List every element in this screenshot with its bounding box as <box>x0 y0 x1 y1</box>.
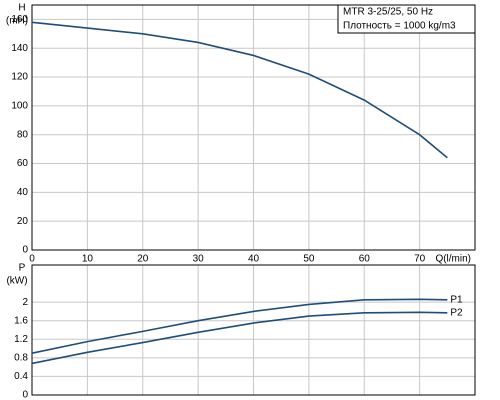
x-axis-label: Q(l/min) <box>435 254 471 265</box>
x-tick-label: 0 <box>29 254 35 265</box>
y-tick-label: 100 <box>11 101 28 112</box>
y-tick-label: 120 <box>11 72 28 83</box>
x-tick-label: 50 <box>303 254 315 265</box>
curve <box>31 21 448 159</box>
x-tick-label: 40 <box>248 254 260 265</box>
y-tick-label: 0 <box>22 390 28 400</box>
y-tick-label: 160 <box>11 14 28 25</box>
y-tick-label: 0.8 <box>14 352 28 363</box>
plot-frame <box>31 4 476 251</box>
y-axis-label: P <box>19 263 26 274</box>
x-tick-label: 70 <box>414 254 426 265</box>
y-tick-label: 140 <box>11 43 28 54</box>
annotation: Плотность = 1000 kg/m3 <box>343 21 456 32</box>
x-tick-label: 20 <box>137 254 149 265</box>
x-tick-label: 30 <box>193 254 205 265</box>
y-tick-label: 80 <box>17 129 29 140</box>
y-tick-label: 1.6 <box>14 315 28 326</box>
curve <box>31 311 448 365</box>
y-tick-label: 20 <box>17 216 29 227</box>
annotation: MTR 3-25/25, 50 Hz <box>343 7 433 18</box>
annotation-box <box>337 4 476 34</box>
y-tick-label: 1.2 <box>14 334 28 345</box>
series-label: P2 <box>450 307 463 318</box>
x-tick-label: 10 <box>82 254 94 265</box>
series-label: P1 <box>450 294 463 305</box>
y-tick-label: 0.4 <box>14 371 28 382</box>
y-axis-unit: (mH) <box>6 16 28 27</box>
y-axis-label: H <box>18 3 25 14</box>
y-tick-label: 2 <box>22 297 28 308</box>
curve <box>31 298 448 354</box>
x-tick-label: 60 <box>359 254 371 265</box>
y-axis-unit: (kW) <box>6 276 27 287</box>
y-tick-label: 40 <box>17 187 29 198</box>
plot-frame <box>31 264 476 396</box>
y-tick-label: 0 <box>22 245 28 256</box>
y-tick-label: 60 <box>17 158 29 169</box>
